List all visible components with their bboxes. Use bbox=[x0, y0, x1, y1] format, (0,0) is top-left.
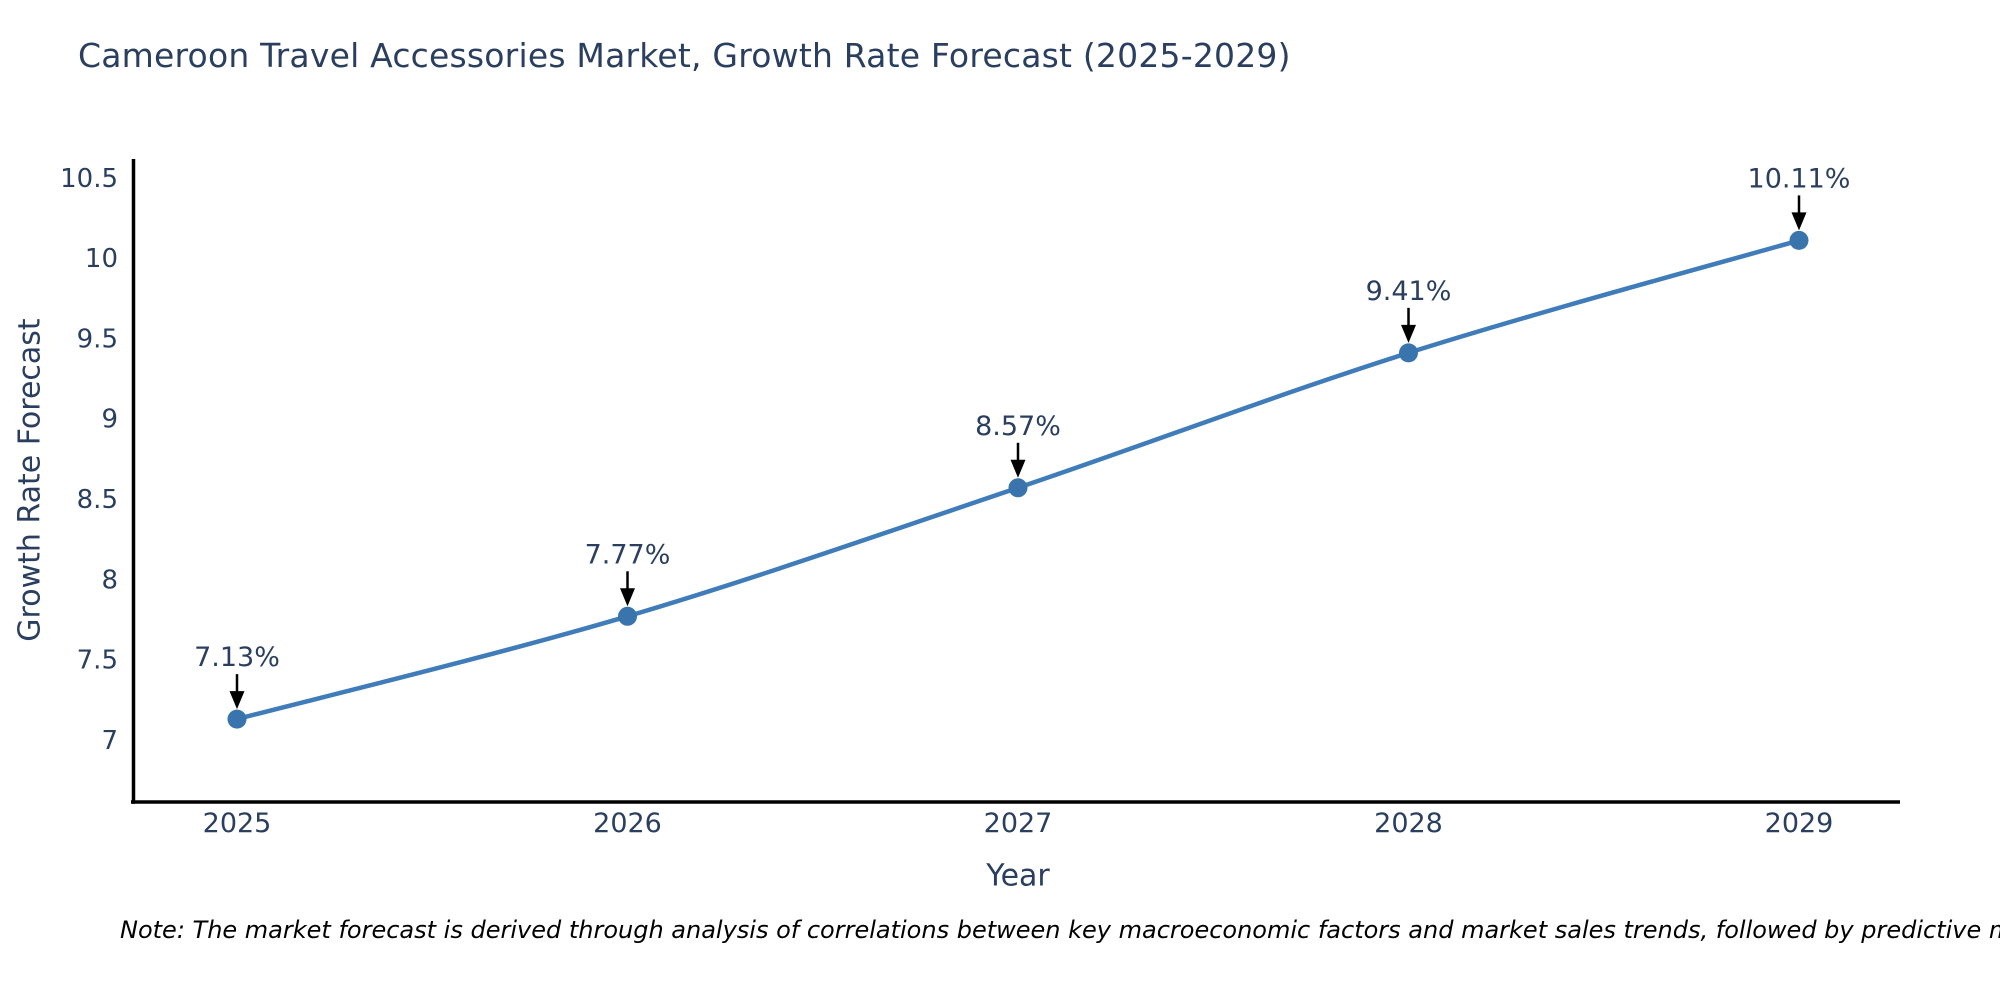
data-point-marker[interactable] bbox=[227, 709, 247, 729]
annotation-label: 7.77% bbox=[585, 539, 671, 570]
data-point-marker[interactable] bbox=[618, 606, 637, 626]
y-tick-label: 10 bbox=[85, 244, 118, 274]
data-point-marker[interactable] bbox=[1789, 230, 1809, 250]
y-tick-label: 9 bbox=[101, 405, 118, 435]
x-axis-title: Year bbox=[986, 858, 1050, 894]
x-tick-label: 2028 bbox=[1374, 808, 1443, 839]
annotation-arrowhead bbox=[229, 691, 245, 710]
y-axis-title: Growth Rate Forecast bbox=[12, 318, 48, 642]
annotation-label: 7.13% bbox=[194, 642, 280, 673]
data-point-marker[interactable] bbox=[1399, 343, 1418, 363]
annotation-label: 8.57% bbox=[975, 411, 1061, 442]
annotation-label: 10.11% bbox=[1748, 163, 1851, 194]
footnote: Note: The market forecast is derived thr… bbox=[120, 916, 2000, 944]
y-tick-label: 8.5 bbox=[77, 485, 118, 515]
y-tick-label: 7.5 bbox=[77, 646, 118, 676]
y-tick-label: 9.5 bbox=[77, 324, 118, 354]
data-point-marker[interactable] bbox=[1008, 478, 1028, 498]
y-tick-label: 7 bbox=[101, 726, 118, 756]
chart-title: Cameroon Travel Accessories Market, Grow… bbox=[78, 36, 1291, 75]
x-tick-label: 2025 bbox=[203, 808, 272, 839]
annotation-label: 9.41% bbox=[1366, 276, 1452, 307]
annotation-arrowhead bbox=[1791, 212, 1807, 231]
annotation-arrowhead bbox=[1010, 459, 1026, 478]
annotation-arrowhead bbox=[1401, 324, 1416, 343]
annotation-arrowhead bbox=[620, 588, 635, 607]
x-tick-label: 2026 bbox=[593, 808, 662, 839]
y-tick-label: 10.5 bbox=[60, 164, 118, 194]
x-tick-label: 2027 bbox=[984, 808, 1053, 839]
x-tick-label: 2029 bbox=[1765, 808, 1834, 839]
y-tick-label: 8 bbox=[101, 565, 118, 595]
